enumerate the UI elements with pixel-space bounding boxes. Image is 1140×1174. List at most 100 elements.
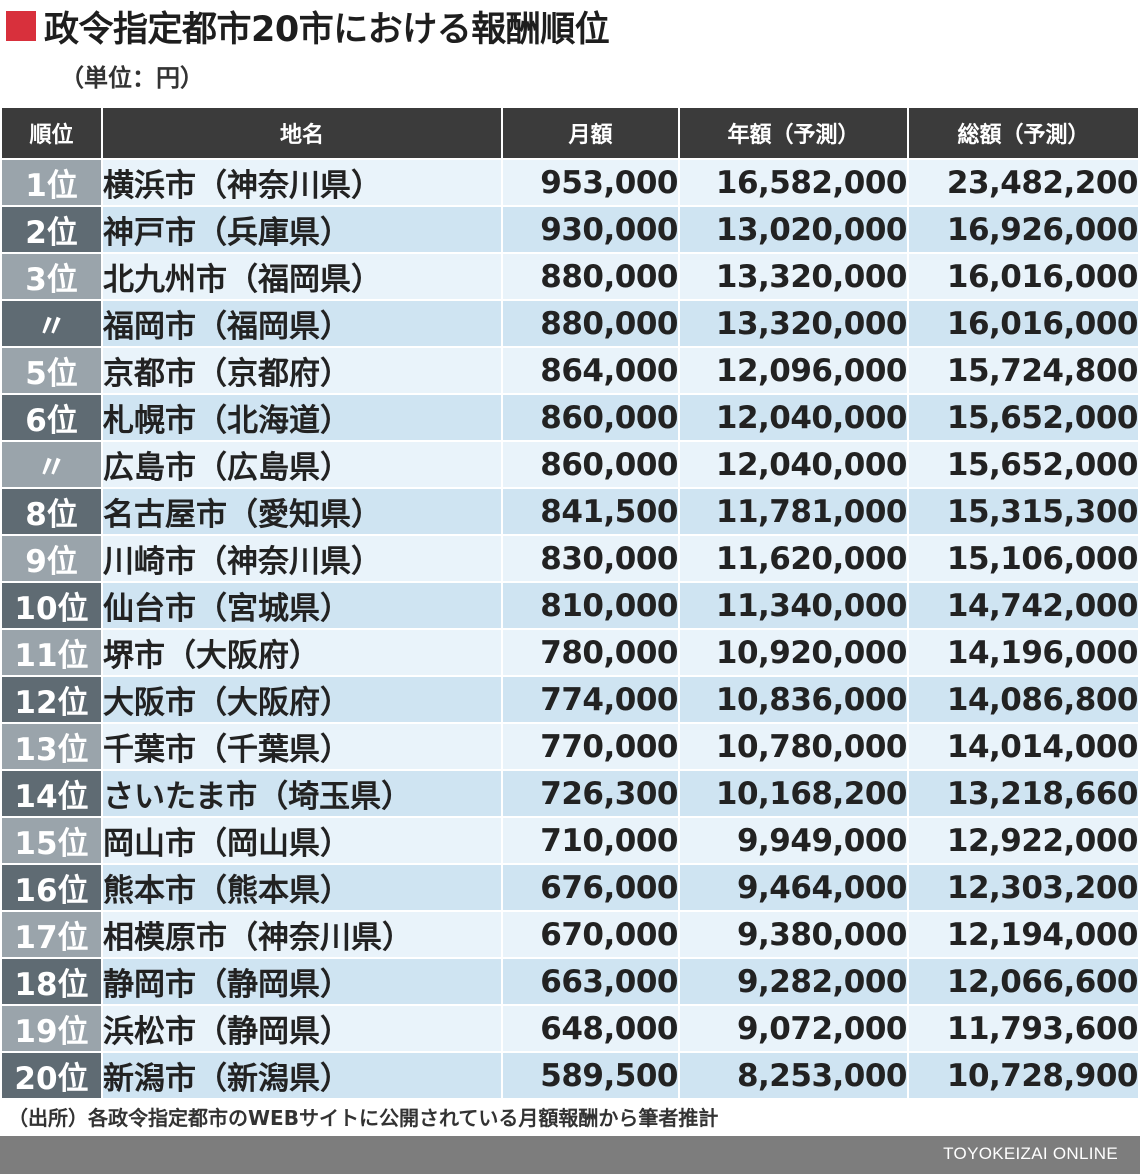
rank-cell: 9位 <box>2 536 103 583</box>
monthly-cell: 864,000 <box>503 348 680 395</box>
city-name-cell: 川崎市（神奈川県） <box>103 536 503 583</box>
table-row: 11位 堺市（大阪府） 780,000 10,920,000 14,196,000 <box>2 630 1138 677</box>
table-header-row: 順位 地名 月額 年額（予測） 総額（予測） <box>2 108 1138 160</box>
rank-cell: 10位 <box>2 583 103 630</box>
monthly-cell: 841,500 <box>503 489 680 536</box>
table-row: 8位 名古屋市（愛知県） 841,500 11,781,000 15,315,300 <box>2 489 1138 536</box>
rank-cell: 11位 <box>2 630 103 677</box>
ranking-table: 順位 地名 月額 年額（予測） 総額（予測） 1位 横浜市（神奈川県） 953,00… <box>2 108 1138 1100</box>
city-name-cell: 北九州市（福岡県） <box>103 254 503 301</box>
monthly-cell: 726,300 <box>503 771 680 818</box>
header-annual: 年額（予測） <box>680 108 909 160</box>
rank-cell: 16位 <box>2 865 103 912</box>
city-name-cell: 大阪市（大阪府） <box>103 677 503 724</box>
city-name-cell: 京都市（京都府） <box>103 348 503 395</box>
annual-cell: 10,168,200 <box>680 771 909 818</box>
annual-cell: 12,040,000 <box>680 442 909 489</box>
city-name-cell: 名古屋市（愛知県） <box>103 489 503 536</box>
rank-cell: 13位 <box>2 724 103 771</box>
total-cell: 14,014,000 <box>909 724 1138 771</box>
total-cell: 12,066,600 <box>909 959 1138 1006</box>
total-cell: 16,016,000 <box>909 301 1138 348</box>
annual-cell: 11,340,000 <box>680 583 909 630</box>
header-rank: 順位 <box>2 108 103 160</box>
total-cell: 14,742,000 <box>909 583 1138 630</box>
brand-label: TOYOKEIZAI ONLINE <box>943 1144 1118 1163</box>
city-name-cell: 横浜市（神奈川県） <box>103 160 503 207</box>
total-cell: 10,728,900 <box>909 1053 1138 1100</box>
city-name-cell: 熊本市（熊本県） <box>103 865 503 912</box>
monthly-cell: 710,000 <box>503 818 680 865</box>
monthly-cell: 930,000 <box>503 207 680 254</box>
table-row: 1位 横浜市（神奈川県） 953,000 16,582,000 23,482,200 <box>2 160 1138 207</box>
total-cell: 14,086,800 <box>909 677 1138 724</box>
table-row: 19位 浜松市（静岡県） 648,000 9,072,000 11,793,600 <box>2 1006 1138 1053</box>
table-row: 9位 川崎市（神奈川県） 830,000 11,620,000 15,106,000 <box>2 536 1138 583</box>
rank-cell: 19位 <box>2 1006 103 1053</box>
header-monthly: 月額 <box>503 108 680 160</box>
annual-cell: 10,780,000 <box>680 724 909 771</box>
rank-cell: 17位 <box>2 912 103 959</box>
table-row: 10位 仙台市（宮城県） 810,000 11,340,000 14,742,000 <box>2 583 1138 630</box>
total-cell: 11,793,600 <box>909 1006 1138 1053</box>
total-cell: 15,724,800 <box>909 348 1138 395</box>
annual-cell: 12,096,000 <box>680 348 909 395</box>
annual-cell: 9,464,000 <box>680 865 909 912</box>
header-total: 総額（予測） <box>909 108 1138 160</box>
city-name-cell: 浜松市（静岡県） <box>103 1006 503 1053</box>
annual-cell: 9,282,000 <box>680 959 909 1006</box>
annual-cell: 9,380,000 <box>680 912 909 959</box>
city-name-cell: 岡山市（岡山県） <box>103 818 503 865</box>
monthly-cell: 589,500 <box>503 1053 680 1100</box>
title-marker-icon <box>6 11 36 41</box>
table-row: 16位 熊本市（熊本県） 676,000 9,464,000 12,303,200 <box>2 865 1138 912</box>
table-row: 17位 相模原市（神奈川県） 670,000 9,380,000 12,194,000 <box>2 912 1138 959</box>
total-cell: 13,218,660 <box>909 771 1138 818</box>
annual-cell: 8,253,000 <box>680 1053 909 1100</box>
monthly-cell: 880,000 <box>503 301 680 348</box>
monthly-cell: 880,000 <box>503 254 680 301</box>
monthly-cell: 676,000 <box>503 865 680 912</box>
rank-cell: 5位 <box>2 348 103 395</box>
annual-cell: 11,781,000 <box>680 489 909 536</box>
table-row: 2位 神戸市（兵庫県） 930,000 13,020,000 16,926,000 <box>2 207 1138 254</box>
table-row: 15位 岡山市（岡山県） 710,000 9,949,000 12,922,000 <box>2 818 1138 865</box>
monthly-cell: 860,000 <box>503 442 680 489</box>
rank-cell: 〃 <box>2 442 103 489</box>
monthly-cell: 670,000 <box>503 912 680 959</box>
rank-cell: 14位 <box>2 771 103 818</box>
rank-cell: 8位 <box>2 489 103 536</box>
total-cell: 16,926,000 <box>909 207 1138 254</box>
header-name: 地名 <box>103 108 503 160</box>
rank-cell: 6位 <box>2 395 103 442</box>
monthly-cell: 770,000 <box>503 724 680 771</box>
total-cell: 14,196,000 <box>909 630 1138 677</box>
table-row: 14位 さいたま市（埼玉県） 726,300 10,168,200 13,218,660 <box>2 771 1138 818</box>
source-note: （出所）各政令指定都市のWEBサイトに公開されている月額報酬から筆者推計 <box>8 1106 719 1130</box>
rank-cell: 12位 <box>2 677 103 724</box>
rank-cell: 2位 <box>2 207 103 254</box>
table-row: 6位 札幌市（北海道） 860,000 12,040,000 15,652,000 <box>2 395 1138 442</box>
annual-cell: 9,949,000 <box>680 818 909 865</box>
monthly-cell: 648,000 <box>503 1006 680 1053</box>
city-name-cell: 相模原市（神奈川県） <box>103 912 503 959</box>
total-cell: 15,315,300 <box>909 489 1138 536</box>
city-name-cell: 広島市（広島県） <box>103 442 503 489</box>
annual-cell: 13,320,000 <box>680 301 909 348</box>
city-name-cell: 千葉市（千葉県） <box>103 724 503 771</box>
unit-label: （単位：円） <box>60 64 204 92</box>
table-row: 〃福岡市（福岡県） 880,000 13,320,000 16,016,000 <box>2 301 1138 348</box>
annual-cell: 10,920,000 <box>680 630 909 677</box>
city-name-cell: 堺市（大阪府） <box>103 630 503 677</box>
monthly-cell: 663,000 <box>503 959 680 1006</box>
total-cell: 15,106,000 <box>909 536 1138 583</box>
city-name-cell: 神戸市（兵庫県） <box>103 207 503 254</box>
annual-cell: 13,320,000 <box>680 254 909 301</box>
total-cell: 12,922,000 <box>909 818 1138 865</box>
annual-cell: 16,582,000 <box>680 160 909 207</box>
rank-cell: 1位 <box>2 160 103 207</box>
table-row: 18位 静岡市（静岡県） 663,000 9,282,000 12,066,600 <box>2 959 1138 1006</box>
monthly-cell: 860,000 <box>503 395 680 442</box>
page-title: 政令指定都市20市における報酬順位 <box>44 9 610 50</box>
city-name-cell: 新潟市（新潟県） <box>103 1053 503 1100</box>
